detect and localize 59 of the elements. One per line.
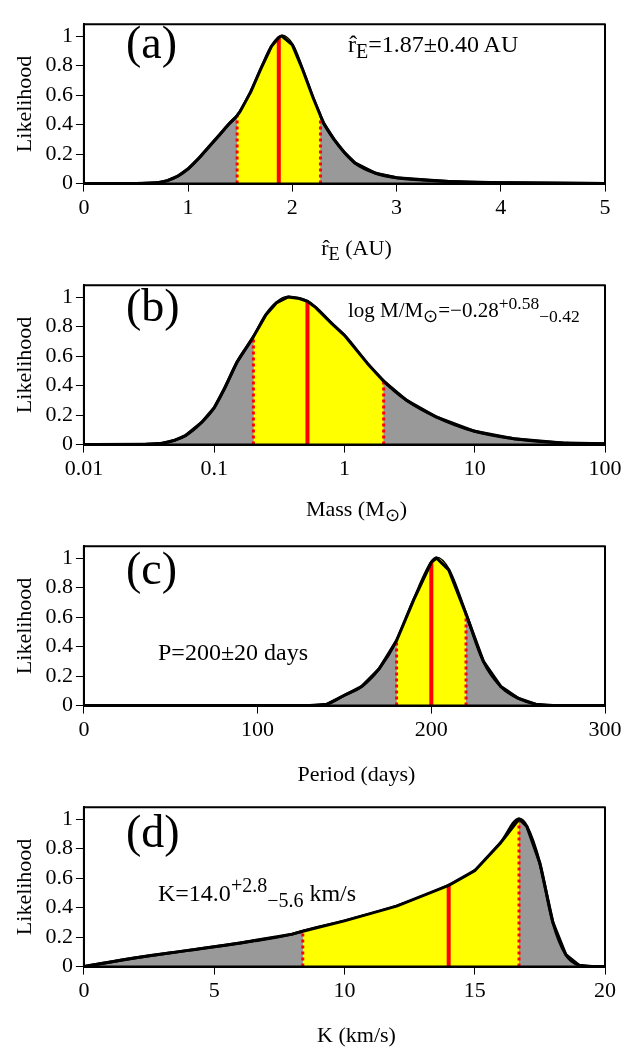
y-axis-title: Likelihood	[10, 55, 36, 153]
x-tick-label: 10	[333, 976, 356, 1002]
y-tick-label: 0.6	[45, 341, 73, 367]
y-tick-label: 0	[61, 430, 73, 456]
y-tick-label: 0	[61, 952, 73, 978]
x-tick-label: 0	[78, 193, 90, 219]
y-axis-title: Likelihood	[10, 316, 36, 414]
y-tick-label: 0.4	[45, 371, 73, 397]
y-tick-label: 0.6	[45, 80, 73, 106]
annotation: P=200±20 days	[158, 639, 309, 665]
annotation: (b)	[126, 280, 180, 331]
x-tick-label: 200	[414, 715, 448, 741]
annotation: (c)	[126, 543, 178, 594]
y-tick-label: 1	[61, 21, 73, 47]
y-tick-label: 0.4	[45, 632, 73, 658]
y-tick-label: 0.6	[45, 863, 73, 889]
x-tick-label: 5	[208, 976, 220, 1002]
y-tick-label: 0.8	[45, 312, 73, 338]
x-tick-label: 1	[338, 454, 350, 480]
annotation: r̂$_{E}$=1.87±0.40 AU	[348, 31, 519, 62]
y-axis-title: Likelihood	[10, 577, 36, 675]
y-tick-label: 1	[61, 804, 73, 830]
y-tick-label: 0.8	[45, 834, 73, 860]
x-axis-title: Mass (M$_{⊙}$)	[304, 495, 409, 526]
x-tick-label: 2	[286, 193, 298, 219]
annotation: (d)	[126, 806, 180, 857]
y-tick-label: 0.2	[45, 400, 73, 426]
x-tick-label: 0	[78, 976, 90, 1002]
x-axis-title: K (km/s)	[316, 1022, 397, 1047]
y-tick-label: 0.4	[45, 893, 73, 919]
y-tick-label: 1	[61, 543, 73, 569]
y-tick-label: 0.2	[45, 922, 73, 948]
x-tick-label: 100	[588, 454, 622, 480]
x-tick-label: 0.1	[200, 454, 228, 480]
y-tick-label: 0.4	[45, 110, 73, 136]
y-axis-title: Likelihood	[10, 838, 36, 936]
y-tick-label: 1	[61, 282, 73, 308]
x-tick-label: 5	[599, 193, 611, 219]
y-tick-label: 0	[61, 169, 73, 195]
y-tick-label: 0	[61, 691, 73, 717]
y-tick-label: 0.8	[45, 573, 73, 599]
x-tick-label: 10	[463, 454, 486, 480]
x-tick-label: 100	[241, 715, 275, 741]
x-tick-label: 20	[594, 976, 616, 1002]
x-axis-title: Period (days)	[296, 761, 417, 787]
x-axis-title: r̂$_{E}$ (AU)	[320, 234, 393, 265]
y-tick-label: 0.6	[45, 602, 73, 628]
x-tick-label: 1	[182, 193, 194, 219]
y-tick-label: 0.2	[45, 661, 73, 687]
annotation: K=14.0$^{+2.8}$$_{−5.6}$ km/s	[158, 874, 357, 911]
y-tick-label: 0.8	[45, 51, 73, 77]
x-tick-label: 300	[588, 715, 622, 741]
x-tick-label: 0	[78, 715, 90, 741]
x-tick-label: 3	[391, 193, 403, 219]
annotation: (a)	[126, 17, 178, 68]
y-tick-label: 0.2	[45, 139, 73, 165]
x-tick-label: 0.01	[64, 454, 104, 480]
x-tick-label: 4	[495, 193, 507, 219]
x-tick-label: 15	[463, 976, 486, 1002]
